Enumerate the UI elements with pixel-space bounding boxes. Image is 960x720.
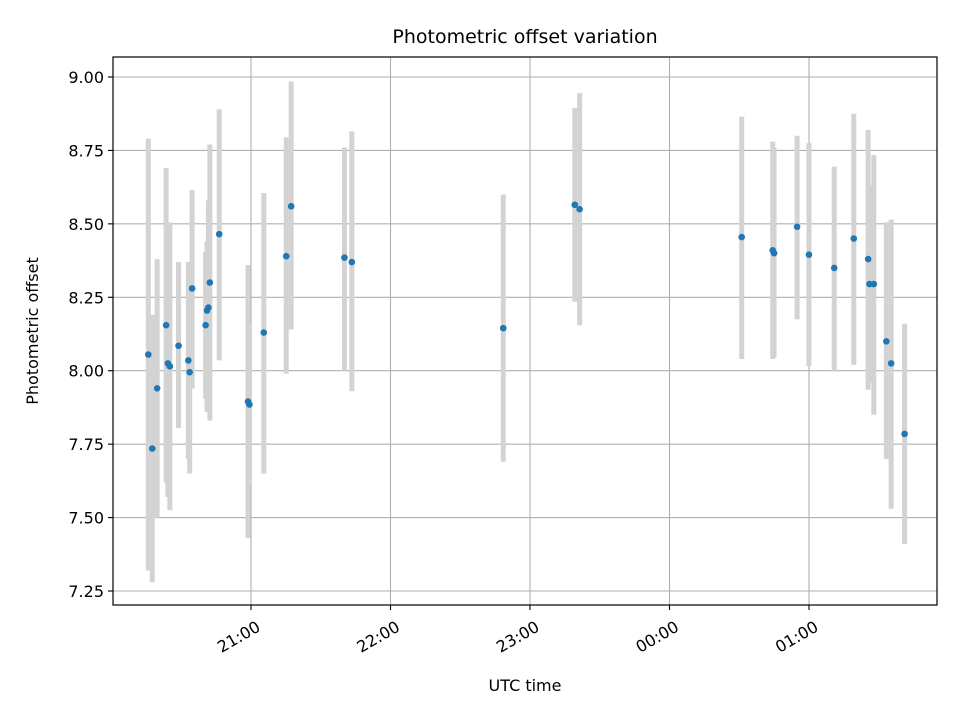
data-points bbox=[145, 201, 908, 452]
data-point bbox=[175, 342, 182, 350]
data-point bbox=[166, 363, 174, 370]
data-point bbox=[805, 251, 813, 258]
data-point bbox=[770, 249, 778, 257]
data-point bbox=[348, 258, 356, 266]
data-point bbox=[901, 430, 908, 438]
data-point bbox=[870, 280, 878, 288]
y-axis-ticks: 7.25 7.50 7.75 8.00 8.25 8.50 8.75 9.00 bbox=[68, 68, 113, 601]
data-point bbox=[185, 357, 192, 364]
chart-title: Photometric offset variation bbox=[392, 26, 657, 48]
data-point bbox=[571, 201, 579, 209]
y-tick-label: 8.25 bbox=[68, 288, 104, 307]
y-tick-label: 7.75 bbox=[68, 435, 104, 454]
data-point bbox=[887, 360, 895, 367]
data-point bbox=[246, 401, 253, 408]
data-point bbox=[850, 235, 858, 242]
y-tick-label: 9.00 bbox=[68, 68, 104, 87]
x-axis-label: UTC time bbox=[489, 676, 562, 695]
data-point bbox=[576, 205, 583, 213]
data-point bbox=[162, 321, 170, 329]
y-axis-label: Photometric offset bbox=[23, 257, 42, 405]
data-point bbox=[215, 230, 223, 238]
data-point bbox=[186, 368, 193, 376]
y-tick-label: 7.25 bbox=[68, 582, 104, 601]
y-tick-label: 8.75 bbox=[68, 141, 104, 160]
data-point bbox=[153, 385, 161, 392]
plot-frame bbox=[112, 56, 938, 606]
data-point bbox=[341, 254, 348, 261]
data-point bbox=[205, 304, 212, 311]
data-point bbox=[206, 279, 214, 286]
data-point bbox=[499, 324, 507, 332]
data-point bbox=[202, 321, 209, 329]
y-tick-label: 7.50 bbox=[68, 509, 104, 528]
data-point bbox=[145, 351, 152, 358]
y-tick-label: 8.50 bbox=[68, 215, 104, 234]
data-point bbox=[883, 338, 890, 345]
data-point bbox=[738, 233, 745, 241]
data-point bbox=[830, 264, 838, 272]
data-point bbox=[260, 329, 268, 336]
y-tick-label: 8.00 bbox=[68, 362, 104, 381]
data-point bbox=[282, 252, 290, 260]
data-point bbox=[188, 285, 196, 292]
data-point bbox=[793, 223, 801, 231]
data-point bbox=[148, 445, 156, 452]
data-point bbox=[287, 202, 295, 210]
data-point bbox=[864, 255, 872, 263]
